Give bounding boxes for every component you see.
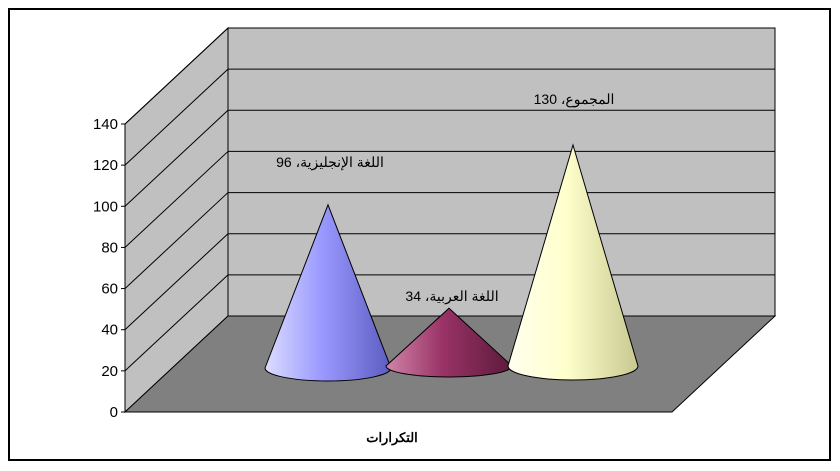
data-label: المجموع، 130	[534, 91, 615, 108]
y-tick-label: 120	[93, 157, 118, 174]
gridline-side	[124, 233, 229, 331]
data-labels: اللغة الإنجليزية، 96 اللغة العربية، 34 الم…	[276, 91, 614, 305]
gridline-side	[124, 151, 229, 248]
y-tick-label: 100	[93, 198, 118, 215]
x-axis-title: التكرارات	[366, 430, 418, 446]
y-tick-label: 0	[110, 404, 118, 421]
data-label: اللغة الإنجليزية، 96	[276, 154, 384, 171]
cone-3	[507, 143, 639, 381]
gridline-side	[124, 27, 229, 125]
cone-1	[264, 203, 392, 382]
gridline-side	[124, 274, 229, 372]
y-tick-label: 20	[101, 363, 118, 380]
y-tick-label: 40	[101, 322, 118, 339]
cones	[264, 143, 639, 382]
y-tick-label: 60	[101, 281, 118, 298]
data-label: اللغة العربية، 34	[405, 288, 498, 305]
y-tick-label: 80	[101, 239, 118, 256]
y-tick-label: 140	[93, 116, 118, 133]
gridline-side	[124, 192, 229, 289]
gridline-side	[124, 68, 229, 166]
y-axis: 0 20 40 60 80 100 120 140	[93, 116, 126, 421]
gridline-side	[124, 109, 229, 207]
